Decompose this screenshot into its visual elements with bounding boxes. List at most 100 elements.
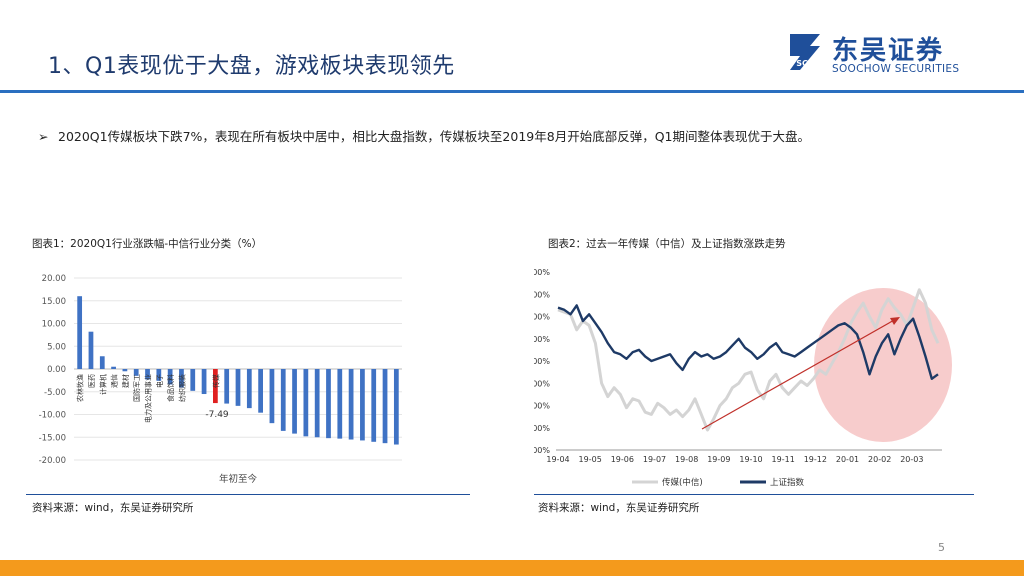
category-label-group: 电力及公用事业 (144, 374, 153, 423)
y-tick-label: 0.00 (47, 365, 66, 375)
soochow-logo-icon: SCS (790, 34, 820, 70)
y-tick-label: 10.00 (42, 320, 66, 330)
y-tick-label: 0.00% (534, 313, 550, 322)
logo-mark-text: SCS (796, 59, 814, 68)
bar (179, 369, 184, 388)
category-label: 农林牧渔 (76, 374, 85, 402)
figure1-caption: 图表1：2020Q1行业涨跌幅-中信行业分类（%） (32, 238, 263, 250)
category-label: 通信 (110, 374, 119, 388)
y-tick-label: 5.00% (534, 290, 550, 299)
page-title: 1、Q1表现优于大盘，游戏板块表现领先 (48, 54, 455, 79)
logo-chinese-name: 东吴证券 (832, 36, 945, 66)
bar (235, 369, 241, 406)
category-label-group: 计算机 (98, 374, 107, 395)
category-label: 电子 (155, 374, 164, 388)
y-tick-label: -10.00% (534, 357, 550, 366)
logo: SCS 东吴证券 SOOCHOW SECURITIES (786, 30, 976, 78)
y-tick-label: 5.00 (47, 342, 66, 352)
footer-bar (0, 560, 1024, 576)
media-vs-index-line-chart: 10.00% 5.00% 0.00% -5.00% -10.00% -15.00% -20.… (517, 268, 952, 488)
bar (382, 369, 388, 444)
trend-arrow (701, 317, 900, 430)
series-line-media (557, 288, 940, 432)
y-tick-label: -20.00% (534, 402, 550, 411)
summary-bullet: ➢ 2020Q1传媒板块下跌7%，表现在所有板块中居中，相比大盘指数，传媒板块至2… (38, 126, 810, 145)
category-label-group: 建材 (121, 374, 130, 388)
bar (145, 369, 150, 380)
bar (371, 369, 377, 442)
bar (156, 369, 162, 381)
header-divider (0, 90, 1024, 93)
category-label: 计算机 (98, 374, 107, 395)
logo-english-name: SOOCHOW SECURITIES (832, 63, 960, 75)
bar (88, 331, 94, 369)
x-tick-label: 19-06 (611, 455, 634, 464)
bar (337, 369, 343, 439)
category-label: 医药 (87, 374, 96, 388)
category-label: 建材 (121, 374, 130, 388)
bar-highlighted (213, 369, 218, 404)
trend-arrow-head (890, 317, 900, 325)
category-label: 国防军工 (132, 374, 141, 402)
bar (348, 369, 354, 440)
bar (246, 369, 252, 409)
category-label-group: 通信 (110, 374, 119, 388)
x-tick-label: 19-05 (579, 455, 602, 464)
x-tick-label: 19-11 (772, 455, 795, 464)
bar (314, 369, 320, 438)
y-tick-label: 10.00% (534, 268, 550, 277)
trend-arrow-line (701, 318, 897, 430)
bar (360, 369, 365, 441)
bar (111, 366, 116, 369)
legend-label: 上证指数 (770, 477, 805, 488)
bar (224, 369, 230, 404)
bar (280, 369, 286, 431)
bar (133, 369, 139, 376)
bar (269, 369, 275, 424)
arrow-bullet-icon: ➢ (38, 129, 49, 144)
category-label-group: 国防军工 (132, 374, 141, 402)
y-tick-label: -25.00% (534, 424, 550, 433)
y-tick-label: -15.00 (39, 433, 66, 443)
summary-text: 2020Q1传媒板块下跌7%，表现在所有板块中居中，相比大盘指数，传媒板块至20… (58, 129, 810, 144)
x-tick-label: 19-04 (546, 455, 569, 464)
figure1-panel: 20.00 15.00 10.00 5.00 0.00 -5.00 -10.00 -15.00… (26, 262, 470, 495)
y-tick-label: -20.00 (39, 456, 66, 466)
x-tick-label: 20-03 (900, 455, 923, 464)
x-tick-label: 19-12 (804, 455, 827, 464)
category-label-group: 食品饮料 (166, 374, 175, 402)
y-tick-label: 15.00 (42, 297, 66, 307)
figure2-source: 资料来源：wind，东吴证券研究所 (538, 502, 700, 514)
category-label-group: 农林牧渔 (76, 374, 85, 402)
category-label: 电力及公用事业 (144, 374, 153, 423)
figure2-caption: 图表2：过去一年传媒（中信）及上证指数涨跌走势 (548, 238, 786, 250)
x-tick-label: 20-02 (868, 455, 891, 464)
bar (292, 369, 297, 434)
figure1-source: 资料来源：wind，东吴证券研究所 (32, 502, 194, 514)
bar (190, 369, 196, 391)
highlight-data-label: -7.49 (205, 410, 229, 420)
bar (167, 369, 173, 385)
x-tick-label: 19-09 (707, 455, 730, 464)
series-line-index (557, 304, 939, 381)
category-label-group: 传媒 (211, 374, 220, 388)
category-label-group: 纺织服装 (177, 374, 186, 402)
category-label: 食品饮料 (166, 374, 175, 402)
bar (258, 369, 263, 413)
x-tick-label: 19-07 (643, 455, 666, 464)
figure2-panel: 10.00% 5.00% 0.00% -5.00% -10.00% -15.00% -20.… (517, 262, 974, 495)
industry-return-bar-chart: 20.00 15.00 10.00 5.00 0.00 -5.00 -10.00 -15.00… (39, 274, 402, 485)
y-tick-label: -30.00% (534, 446, 550, 455)
y-tick-label: 20.00 (42, 274, 66, 284)
x-tick-label: 19-08 (675, 455, 698, 464)
bar (393, 369, 399, 445)
y-tick-label: -15.00% (534, 379, 550, 388)
bar (201, 369, 207, 395)
page-number: 5 (938, 541, 945, 554)
bar (99, 356, 105, 369)
y-tick-label: -5.00 (44, 388, 66, 398)
y-tick-label: -5.00% (534, 335, 550, 344)
category-label-group: 电子 (155, 374, 164, 388)
bar (326, 369, 331, 439)
x-tick-label: 20-01 (836, 455, 859, 464)
